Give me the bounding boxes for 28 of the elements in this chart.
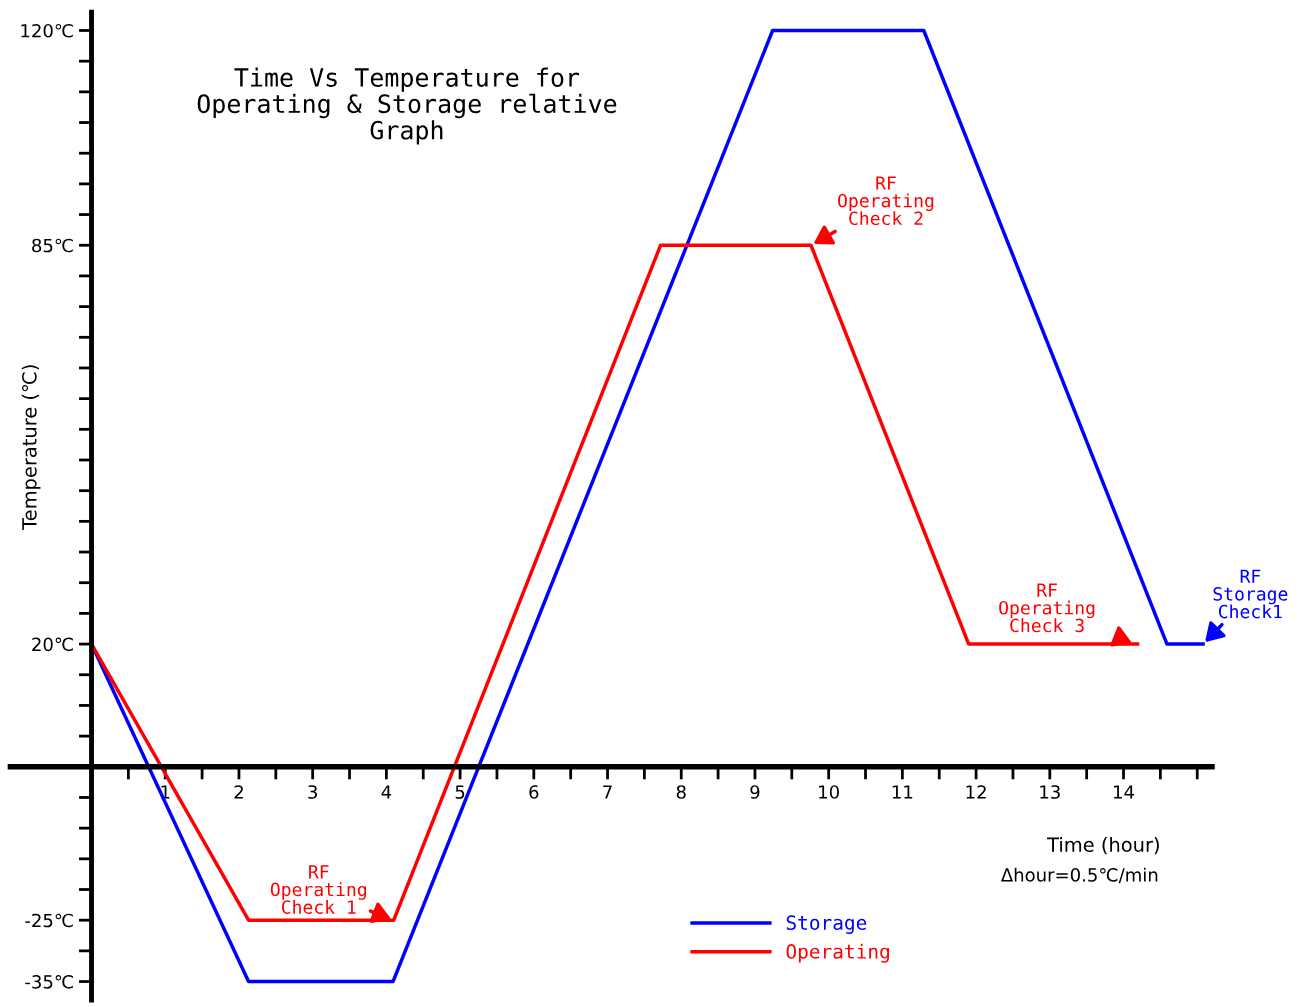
x-tick-label: 14 xyxy=(1114,785,1134,799)
y-tick-label: -25℃ xyxy=(25,913,73,928)
x-tick-label: 7 xyxy=(603,785,612,799)
x-tick-label: 5 xyxy=(455,785,465,799)
x-tick-label: 11 xyxy=(892,785,913,799)
annotation: RF Operating Check 1 xyxy=(270,865,366,914)
x-tick-label: 10 xyxy=(819,785,839,799)
x-tick-label: 12 xyxy=(966,785,986,799)
annotation: RF Storage Check1 xyxy=(1213,569,1288,619)
x-tick-label: 8 xyxy=(676,785,686,799)
annotation: RF Operating Check 2 xyxy=(838,176,934,226)
x-tick-label: 9 xyxy=(750,785,760,799)
legend-label: Storage xyxy=(786,915,867,934)
legend-label: Operating xyxy=(786,943,889,963)
y-tick-label: 120℃ xyxy=(21,23,73,38)
text: Time Vs Temperature for Operating & Storage relative Graph xyxy=(197,67,617,145)
annotation: Δhour=0.5℃/min xyxy=(1000,867,1158,884)
annotation: RF Operating Check 3 xyxy=(999,583,1095,633)
x-tick-label: 13 xyxy=(1040,785,1060,799)
y-tick-label: 20℃ xyxy=(32,637,73,652)
x-tick-label: 6 xyxy=(529,785,539,799)
y-axis-title: Temperature (℃) xyxy=(21,365,41,530)
y-tick-label: -35℃ xyxy=(25,975,73,989)
x-axis-title: Time (hour) xyxy=(1047,836,1159,855)
y-tick-label: 85℃ xyxy=(32,238,73,253)
x-tick-label: 4 xyxy=(381,785,392,799)
x-tick-label: 2 xyxy=(234,785,243,799)
x-tick-label: 3 xyxy=(308,785,317,799)
